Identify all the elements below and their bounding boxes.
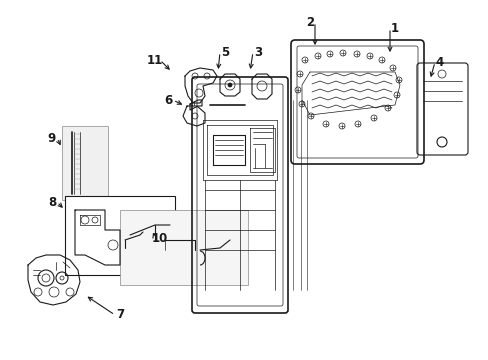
Bar bbox=[62, 126, 108, 200]
Text: 11: 11 bbox=[146, 54, 163, 67]
Text: 5: 5 bbox=[221, 45, 229, 58]
Text: 9: 9 bbox=[48, 131, 56, 144]
Text: 2: 2 bbox=[305, 15, 313, 28]
Bar bbox=[120, 210, 247, 285]
Circle shape bbox=[227, 83, 231, 87]
Text: 3: 3 bbox=[253, 45, 262, 58]
Text: 8: 8 bbox=[48, 195, 56, 208]
Bar bbox=[65, 196, 175, 275]
Text: 4: 4 bbox=[435, 55, 443, 68]
Text: 7: 7 bbox=[116, 309, 124, 321]
Text: 10: 10 bbox=[152, 231, 168, 244]
Text: 6: 6 bbox=[163, 94, 172, 107]
Text: 1: 1 bbox=[390, 22, 398, 35]
